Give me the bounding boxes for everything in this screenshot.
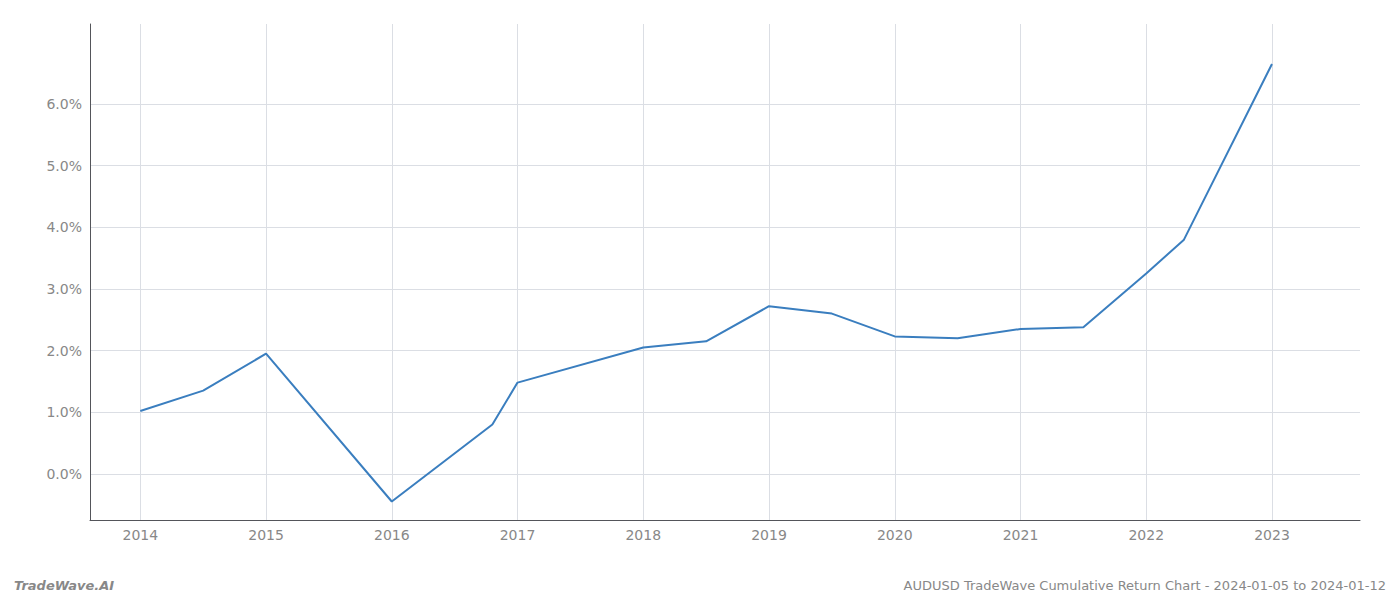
svg-text:2014: 2014 bbox=[122, 527, 158, 543]
svg-text:6.0%: 6.0% bbox=[46, 96, 82, 112]
svg-text:5.0%: 5.0% bbox=[46, 158, 82, 174]
svg-text:AUDUSD TradeWave Cumulative Re: AUDUSD TradeWave Cumulative Return Chart… bbox=[904, 578, 1386, 593]
svg-text:2021: 2021 bbox=[1003, 527, 1039, 543]
svg-text:2015: 2015 bbox=[248, 527, 284, 543]
svg-text:2022: 2022 bbox=[1128, 527, 1164, 543]
svg-text:2019: 2019 bbox=[751, 527, 787, 543]
svg-text:3.0%: 3.0% bbox=[46, 281, 82, 297]
svg-text:2016: 2016 bbox=[374, 527, 410, 543]
svg-text:2020: 2020 bbox=[877, 527, 913, 543]
svg-text:2017: 2017 bbox=[500, 527, 536, 543]
svg-text:2.0%: 2.0% bbox=[46, 343, 82, 359]
svg-text:2018: 2018 bbox=[625, 527, 661, 543]
svg-text:1.0%: 1.0% bbox=[46, 404, 82, 420]
svg-text:TradeWave.AI: TradeWave.AI bbox=[14, 578, 114, 593]
svg-text:2023: 2023 bbox=[1254, 527, 1290, 543]
svg-text:0.0%: 0.0% bbox=[46, 466, 82, 482]
svg-text:4.0%: 4.0% bbox=[46, 219, 82, 235]
